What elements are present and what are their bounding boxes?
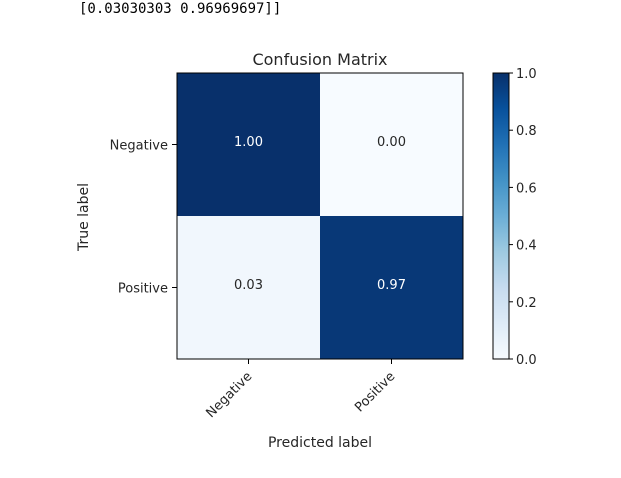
x-tick-label: Negative — [203, 369, 255, 421]
colorbar-ticks: 0.0 0.2 0.4 0.6 0.8 1.0 — [509, 67, 537, 368]
heatmap-cell — [320, 73, 464, 217]
y-tick-label: Positive — [118, 282, 168, 297]
heatmap-cells — [177, 73, 464, 360]
colorbar-tick-label: 0.2 — [516, 296, 537, 311]
y-tick-label: Negative — [110, 139, 168, 154]
colorbar-tick-label: 0.6 — [516, 181, 537, 196]
cell-value-label: 0.97 — [377, 278, 406, 293]
colorbar-tick-label: 0.0 — [516, 353, 537, 368]
heatmap-cell — [177, 216, 321, 360]
heatmap-cell-labels: 1.00 0.00 0.03 0.97 — [234, 135, 406, 293]
chart-title: Confusion Matrix — [252, 50, 387, 69]
cell-value-label: 1.00 — [234, 135, 263, 150]
console-output-line: [0.03030303 0.96969697]] — [79, 1, 282, 17]
x-axis-label: Predicted label — [268, 435, 372, 451]
x-tick-label: Positive — [352, 369, 398, 415]
colorbar-tick-label: 0.8 — [516, 124, 537, 139]
cell-value-label: 0.03 — [234, 278, 263, 293]
heatmap-cell — [320, 216, 464, 360]
x-axis-ticks: Negative Positive — [203, 359, 398, 421]
colorbar-tick-label: 0.4 — [516, 239, 537, 254]
colorbar-tick-label: 1.0 — [516, 67, 537, 82]
colorbar — [492, 72, 510, 360]
heatmap-cell — [177, 73, 321, 217]
cell-value-label: 0.00 — [377, 135, 406, 150]
plot-frame — [176, 72, 464, 360]
y-axis-label: True label — [76, 183, 92, 252]
y-axis-ticks: Negative Positive — [110, 139, 177, 297]
